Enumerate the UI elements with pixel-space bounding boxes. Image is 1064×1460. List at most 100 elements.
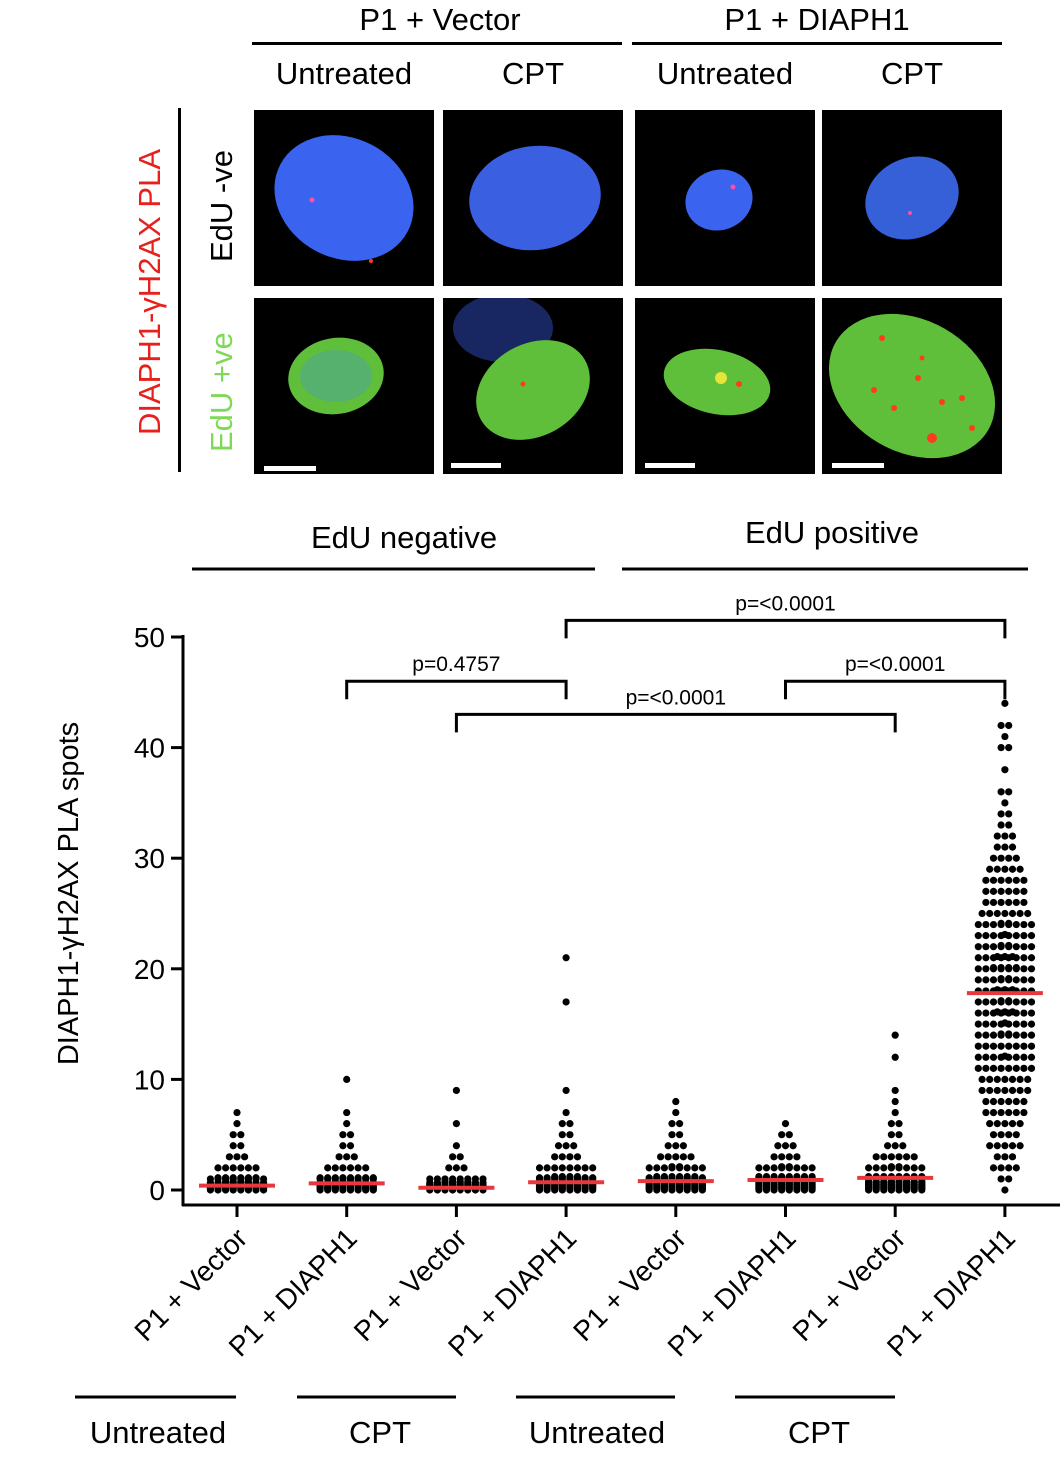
significance-bracket — [564, 618, 1007, 639]
data-point — [1020, 1097, 1028, 1106]
data-point — [789, 1142, 797, 1150]
column-header-3: Untreated — [656, 56, 794, 91]
data-point — [346, 1164, 355, 1172]
data-point — [880, 1153, 888, 1161]
data-point — [1012, 854, 1020, 862]
data-point — [452, 1164, 460, 1172]
data-point — [993, 865, 1001, 873]
data-point — [808, 1164, 816, 1172]
data-point — [974, 1064, 982, 1072]
data-point — [343, 1075, 351, 1083]
data-point — [679, 1153, 688, 1161]
data-point — [1012, 876, 1020, 884]
data-point — [887, 1131, 896, 1139]
data-point — [993, 909, 1001, 918]
data-point — [668, 1163, 676, 1171]
data-point — [997, 1108, 1005, 1117]
data-point — [997, 1131, 1005, 1139]
data-point — [214, 1174, 222, 1182]
data-point — [1005, 941, 1013, 950]
data-point — [785, 1153, 793, 1161]
data-point — [997, 788, 1005, 796]
data-point — [452, 1120, 460, 1128]
data-point — [997, 1042, 1005, 1050]
data-point — [562, 1086, 570, 1095]
data-point — [426, 1175, 434, 1183]
data-point — [1005, 1030, 1013, 1038]
data-point — [562, 998, 570, 1006]
data-point — [974, 932, 982, 940]
data-point — [672, 1142, 680, 1150]
data-point — [997, 919, 1005, 927]
column-header-2: CPT — [502, 56, 564, 91]
data-point — [1012, 943, 1020, 951]
data-point — [1012, 1042, 1020, 1050]
data-point — [778, 1153, 786, 1161]
data-point — [566, 1131, 574, 1139]
data-point — [997, 1175, 1005, 1183]
data-point — [660, 1172, 669, 1181]
data-point — [785, 1163, 793, 1171]
data-point — [1005, 887, 1013, 895]
data-point — [1001, 1052, 1009, 1060]
data-point — [1012, 1053, 1020, 1061]
bottom-group-label: CPT — [788, 1415, 850, 1450]
data-point — [891, 1031, 899, 1039]
data-point — [997, 997, 1005, 1005]
data-point — [1020, 1108, 1028, 1117]
data-point — [982, 876, 990, 884]
data-point — [1005, 1131, 1013, 1139]
data-point — [989, 1108, 998, 1117]
data-point — [1027, 1042, 1036, 1050]
data-point — [1008, 909, 1017, 918]
data-point — [343, 1153, 351, 1161]
micrograph-diaph1-cpt-edu-pos — [822, 298, 1002, 474]
data-point — [1012, 1064, 1020, 1072]
data-point — [1001, 865, 1009, 873]
data-point — [1001, 930, 1009, 939]
p-value-label: p=<0.0001 — [735, 592, 835, 615]
data-point — [660, 1164, 669, 1172]
data-point — [558, 1172, 566, 1181]
data-point — [762, 1164, 771, 1172]
data-point — [1016, 1086, 1024, 1095]
data-point — [974, 1042, 982, 1050]
data-point — [362, 1164, 370, 1172]
data-point — [1008, 1153, 1017, 1161]
data-point — [1005, 1175, 1013, 1183]
data-point — [691, 1172, 699, 1181]
significance-bracket — [345, 679, 568, 700]
data-point — [691, 1164, 699, 1172]
data-point — [441, 1175, 449, 1183]
data-point — [982, 976, 990, 984]
data-point — [350, 1153, 358, 1161]
data-point — [1012, 1020, 1020, 1028]
data-point — [793, 1164, 801, 1172]
data-point — [346, 1174, 355, 1182]
data-point — [241, 1153, 249, 1161]
data-point — [653, 1172, 661, 1181]
data-point — [1027, 1053, 1036, 1061]
data-point — [1012, 1131, 1020, 1139]
micrograph-diaph1-untreated-edu-pos — [635, 298, 815, 474]
data-point — [770, 1153, 778, 1161]
data-point — [566, 1172, 574, 1181]
data-point — [1005, 1042, 1013, 1050]
data-point — [1005, 788, 1013, 796]
data-point — [989, 998, 998, 1006]
data-point — [982, 1031, 990, 1039]
data-point — [993, 1153, 1001, 1161]
data-point — [456, 1153, 464, 1161]
data-point — [982, 1053, 990, 1061]
data-point — [1020, 876, 1028, 884]
data-point — [543, 1164, 551, 1172]
data-point — [1027, 1009, 1036, 1017]
data-point — [982, 943, 990, 951]
data-point — [460, 1164, 468, 1172]
y-tick-label: 20 — [134, 954, 165, 985]
data-point — [562, 1108, 570, 1117]
data-point — [1020, 920, 1028, 929]
data-point — [997, 1097, 1005, 1106]
data-point — [899, 1142, 907, 1150]
data-point — [1008, 952, 1017, 961]
